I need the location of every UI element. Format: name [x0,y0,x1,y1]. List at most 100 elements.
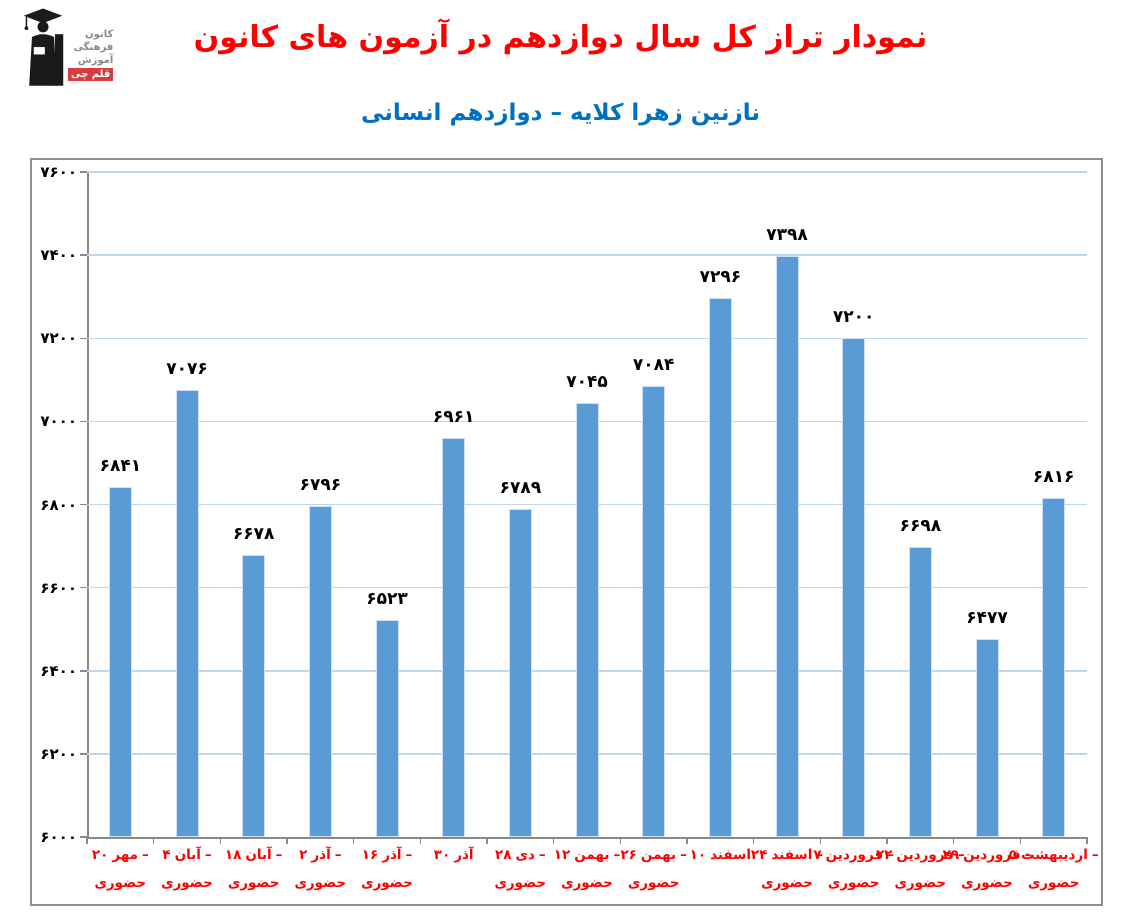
bar-value-label: ۶۶۷۸ [232,524,275,545]
bar [1042,497,1066,837]
category-date-dash: – [142,847,149,863]
category-date-num: ۱۰ [689,847,707,863]
category-date-dash: – [816,847,824,863]
y-axis-tick [80,337,87,339]
x-axis-tick [952,837,955,844]
category-date: ۲۰ مهر – [87,847,154,864]
kanoon-logo: کانون فرهنگی آموزش قلم چی [20,6,120,92]
x-axis-tick [552,837,555,844]
bar-value-label: ۷۳۹۸ [766,224,808,245]
category-date: ۱۶ آذر – [354,847,421,864]
gridline [87,254,1087,256]
x-axis-tick [86,837,88,844]
x-axis-tick [1019,837,1022,844]
bar [108,487,132,837]
category-date-dash: – [887,847,894,863]
y-axis-tick [80,836,87,838]
logo-line-2: فرهنگی [73,42,114,53]
category-date-num: ۴ [162,847,171,863]
bar-value-label: ۶۴۷۷ [966,607,1008,628]
bar [842,338,866,837]
category-label: ۱۲ بهمن – حضوری [554,847,621,891]
category-mode: حضوری [94,875,147,891]
category-label: ۲۴ اسفند – حضوری [750,847,824,891]
bar [508,509,532,837]
bar-value-label: ۷۰۸۴ [632,355,675,376]
category-mode: حضوری [627,875,680,891]
bar-value-label: ۶۸۱۶ [1032,466,1075,487]
category-date-dash: – [204,847,212,863]
category-label: ۲۸ دی – حضوری [487,847,554,891]
bar [175,389,199,837]
category-mode: حضوری [361,875,413,891]
bar [775,255,799,837]
category-date-month: اسفند [710,847,752,863]
category-date-dash: – [538,847,546,863]
category-date: ۵ اردیبهشت – [1009,847,1099,864]
logo-line-3: آموزش [77,55,114,66]
bar-value-label: ۷۲۰۰ [832,307,875,328]
category-mode: حضوری [561,875,613,891]
x-axis-tick [219,837,222,844]
y-axis-tick [80,503,87,506]
y-axis-label: ۶۴۰۰ [40,661,77,680]
category-label: ۲۲ فروردین – حضوری [876,847,965,891]
category-date-dash: – [405,847,413,863]
category-mode: حضوری [494,875,547,891]
category-date-num: ۱۶ [361,847,379,863]
y-axis-label: ۶۰۰۰ [40,828,77,846]
category-date: ۲۲ فروردین – [876,847,965,864]
category-mode: حضوری [1027,875,1080,891]
category-mode: حضوری [827,875,880,891]
category-label: ۲۰ مهر – حضوری [87,847,154,891]
bar [908,546,932,837]
bar-value-label: ۶۹۶۱ [432,406,475,427]
bar-value-label: ۶۷۸۹ [499,478,542,499]
category-date: ۲۶ بهمن – [620,847,687,864]
category-date-month: آذر [311,847,331,863]
bar [442,437,466,837]
category-label: ۲۶ بهمن – حضوری [620,847,687,891]
y-axis-tick [80,753,87,755]
category-date-dash: – [275,847,283,863]
category-date-num: ۲۸ [495,847,512,863]
page-title: نمودار تراز کل سال دوازدهم در آزمون های … [193,20,928,55]
category-date: ۴ آبان – [154,847,221,864]
category-date-month: دی [515,847,535,863]
bar-value-label: ۷۰۴۵ [566,371,608,392]
category-mode: حضوری [894,875,947,891]
bar-value-label: ۶۷۹۶ [299,475,342,496]
x-axis-tick [819,837,822,844]
category-date-num: ۵ [1008,847,1017,863]
category-date-num: ۲۰ [91,847,109,863]
bar [708,298,732,837]
x-axis-tick [286,837,288,844]
bar-value-label: ۶۸۴۱ [99,456,142,477]
category-date: ۲۸ دی – [487,847,554,864]
x-axis-tick [886,837,888,844]
category-date-month: اردیبهشت [1020,847,1088,863]
category-date-dash: – [334,847,342,863]
category-date-month: بهمن [574,847,610,863]
bar-value-label: ۷۰۷۶ [166,358,208,379]
category-date-month: بهمن [640,847,677,863]
bar [642,386,666,837]
category-date-dash: – [613,847,621,863]
category-label: ۵ اردیبهشت – حضوری [1009,847,1099,891]
category-date: ۲۴ اسفند – [750,847,824,864]
category-mode: حضوری [761,875,813,891]
category-date-num: ۲۴ [750,847,768,863]
x-axis-tick [352,837,355,844]
category-date: ۲۹ فروردین – [943,847,1032,864]
category-mode: حضوری [227,875,280,891]
category-label: ۲ آذر – حضوری [287,847,354,891]
category-mode: حضوری [161,875,213,891]
x-axis-tick [152,837,155,844]
category-label: ۱۰ اسفند [687,847,754,864]
category-label: ۱۸ آبان – حضوری [220,847,287,891]
category-date-month: فروردین [825,847,884,863]
bar-value-label: ۷۲۹۶ [699,267,742,288]
category-label: ۴ آبان – حضوری [154,847,221,891]
category-date-num: ۲ [299,847,308,863]
bar [975,638,999,837]
